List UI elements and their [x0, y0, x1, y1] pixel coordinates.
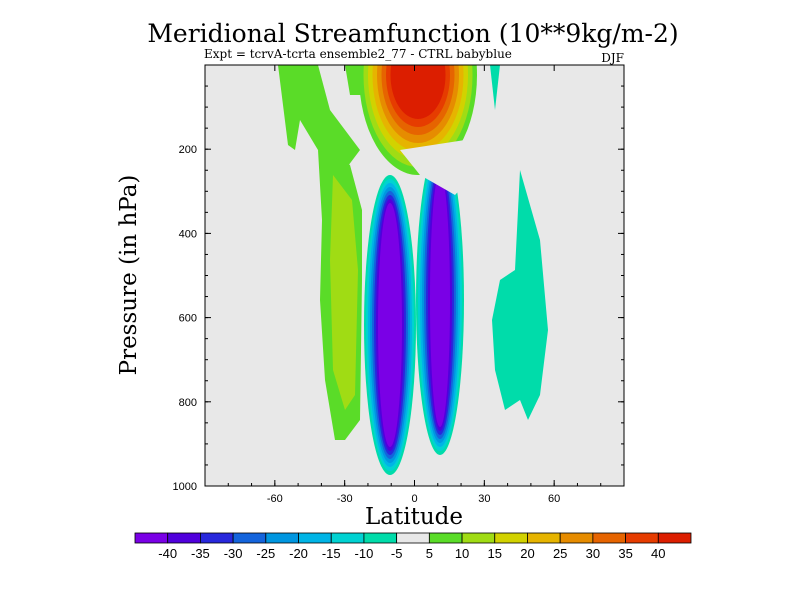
colorbar-swatch	[298, 532, 332, 544]
colorbar-swatch	[232, 532, 267, 544]
colorbar: -40 -35 -30 -25 -20 -15 -10 -5 5 10 15 20 25 30 35 40	[134, 532, 692, 561]
x-axis-label: Latitude	[365, 504, 463, 530]
colorbar-swatch	[461, 532, 496, 544]
x-tick-label: -30	[337, 493, 353, 505]
x-tick-label: -60	[267, 493, 283, 505]
colorbar-swatch	[494, 532, 528, 544]
upper-positive-level-7	[390, 65, 446, 119]
colorbar-swatch	[330, 532, 365, 544]
colorbar-label: 30	[586, 546, 600, 561]
colorbar-label: -30	[224, 546, 243, 561]
contour-fields	[278, 65, 548, 475]
nh-midlat-negative-cell	[492, 170, 548, 420]
colorbar-swatch	[559, 532, 594, 544]
colorbar-label: -10	[355, 546, 374, 561]
colorbar-swatch	[428, 532, 463, 544]
y-axis-label: Pressure (in hPa)	[116, 175, 142, 376]
north-negative-level-7	[430, 173, 450, 427]
colorbar-swatch	[167, 532, 201, 544]
colorbar-label: -25	[256, 546, 275, 561]
colorbar-swatch	[134, 532, 169, 544]
colorbar-label: -40	[158, 546, 177, 561]
y-tick-label: 1000	[173, 481, 197, 493]
colorbar-label: -20	[289, 546, 308, 561]
south-negative-level-7	[378, 203, 402, 447]
colorbar-swatch	[363, 532, 398, 544]
colorbar-label: -35	[191, 546, 210, 561]
colorbar-swatch	[265, 532, 299, 544]
colorbar-label: -15	[322, 546, 341, 561]
small-green-streak	[345, 65, 362, 95]
colorbar-label: 15	[488, 546, 502, 561]
colorbar-swatch	[657, 532, 692, 544]
colorbar-swatch	[527, 532, 561, 544]
colorbar-label: -5	[391, 546, 403, 561]
y-tick-label: 400	[179, 228, 197, 240]
colorbar-label: 5	[426, 546, 433, 561]
colorbar-label: 35	[618, 546, 632, 561]
colorbar-swatch	[396, 532, 430, 544]
y-tick-label: 800	[179, 397, 197, 409]
axes: -60 -30 0 30 60 200 400 600 800 1000	[173, 65, 625, 505]
colorbar-label: 10	[455, 546, 469, 561]
x-tick-label: 0	[411, 493, 417, 505]
negative-top-gap	[400, 140, 478, 195]
nh-upper-teal-streak	[490, 65, 500, 110]
colorbar-swatch	[592, 532, 626, 544]
chart-subtitle: Expt = tcrvA-tcrta ensemble2_77 - CTRL b…	[204, 47, 512, 61]
y-tick-label: 600	[179, 313, 197, 325]
y-tick-label: 200	[179, 144, 197, 156]
x-tick-label: 30	[478, 493, 490, 505]
x-tick-label: 60	[548, 493, 560, 505]
colorbar-label: 20	[520, 546, 534, 561]
chart-title: Meridional Streamfunction (10**9kg/m-2)	[147, 19, 678, 48]
colorbar-swatch	[625, 532, 659, 544]
colorbar-label: 40	[651, 546, 665, 561]
season-label: DJF	[601, 51, 624, 65]
sh-positive-core	[330, 175, 358, 410]
colorbar-swatch	[200, 532, 234, 544]
nh-upper-green-streak	[278, 65, 360, 170]
colorbar-label: 25	[553, 546, 567, 561]
